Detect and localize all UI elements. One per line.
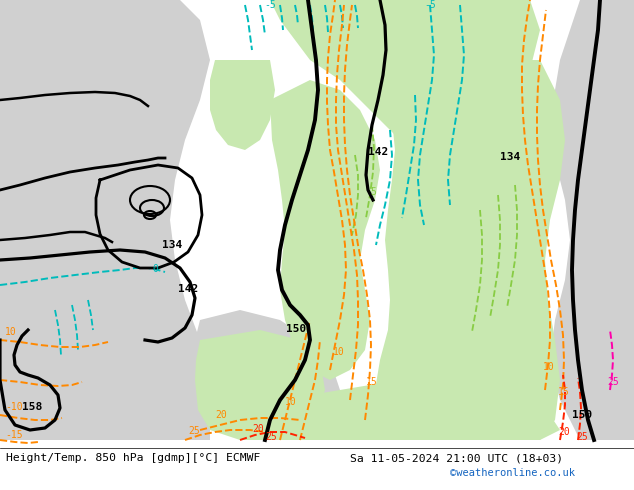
- Text: -10: -10: [5, 402, 23, 412]
- Text: -5: -5: [264, 0, 276, 10]
- Text: 25: 25: [265, 432, 277, 442]
- Text: 150: 150: [286, 324, 306, 334]
- Text: 20: 20: [558, 427, 570, 437]
- Polygon shape: [190, 310, 340, 440]
- Text: 10: 10: [543, 362, 555, 372]
- Text: 158: 158: [22, 402, 42, 412]
- Text: 142: 142: [368, 147, 388, 157]
- Text: 142: 142: [178, 284, 198, 294]
- Text: 15: 15: [558, 387, 570, 397]
- Text: 10: 10: [285, 397, 297, 407]
- Text: ©weatheronline.co.uk: ©weatheronline.co.uk: [450, 468, 575, 478]
- Text: 134: 134: [162, 240, 182, 250]
- Polygon shape: [195, 330, 325, 440]
- Text: 15: 15: [366, 377, 378, 387]
- Text: 5: 5: [370, 187, 376, 197]
- Text: 25: 25: [607, 377, 619, 387]
- Text: -15: -15: [5, 430, 23, 440]
- Text: 134: 134: [500, 152, 521, 162]
- Polygon shape: [210, 60, 275, 150]
- Text: -5: -5: [424, 0, 436, 10]
- Polygon shape: [280, 380, 560, 440]
- Text: 10: 10: [333, 347, 345, 357]
- Polygon shape: [270, 80, 380, 380]
- Text: 25: 25: [188, 426, 200, 436]
- Text: 10: 10: [5, 327, 16, 337]
- Text: Height/Temp. 850 hPa [gdmp][°C] ECMWF: Height/Temp. 850 hPa [gdmp][°C] ECMWF: [6, 453, 261, 463]
- Polygon shape: [270, 0, 540, 160]
- Text: 25: 25: [576, 432, 588, 442]
- Polygon shape: [0, 0, 210, 440]
- Text: 20: 20: [252, 424, 264, 434]
- Text: 0: 0: [152, 264, 158, 274]
- Polygon shape: [375, 60, 565, 440]
- Text: 20: 20: [215, 410, 227, 420]
- Text: Sa 11-05-2024 21:00 UTC (18+03): Sa 11-05-2024 21:00 UTC (18+03): [350, 453, 563, 463]
- Polygon shape: [550, 0, 634, 440]
- Text: 150: 150: [572, 410, 592, 420]
